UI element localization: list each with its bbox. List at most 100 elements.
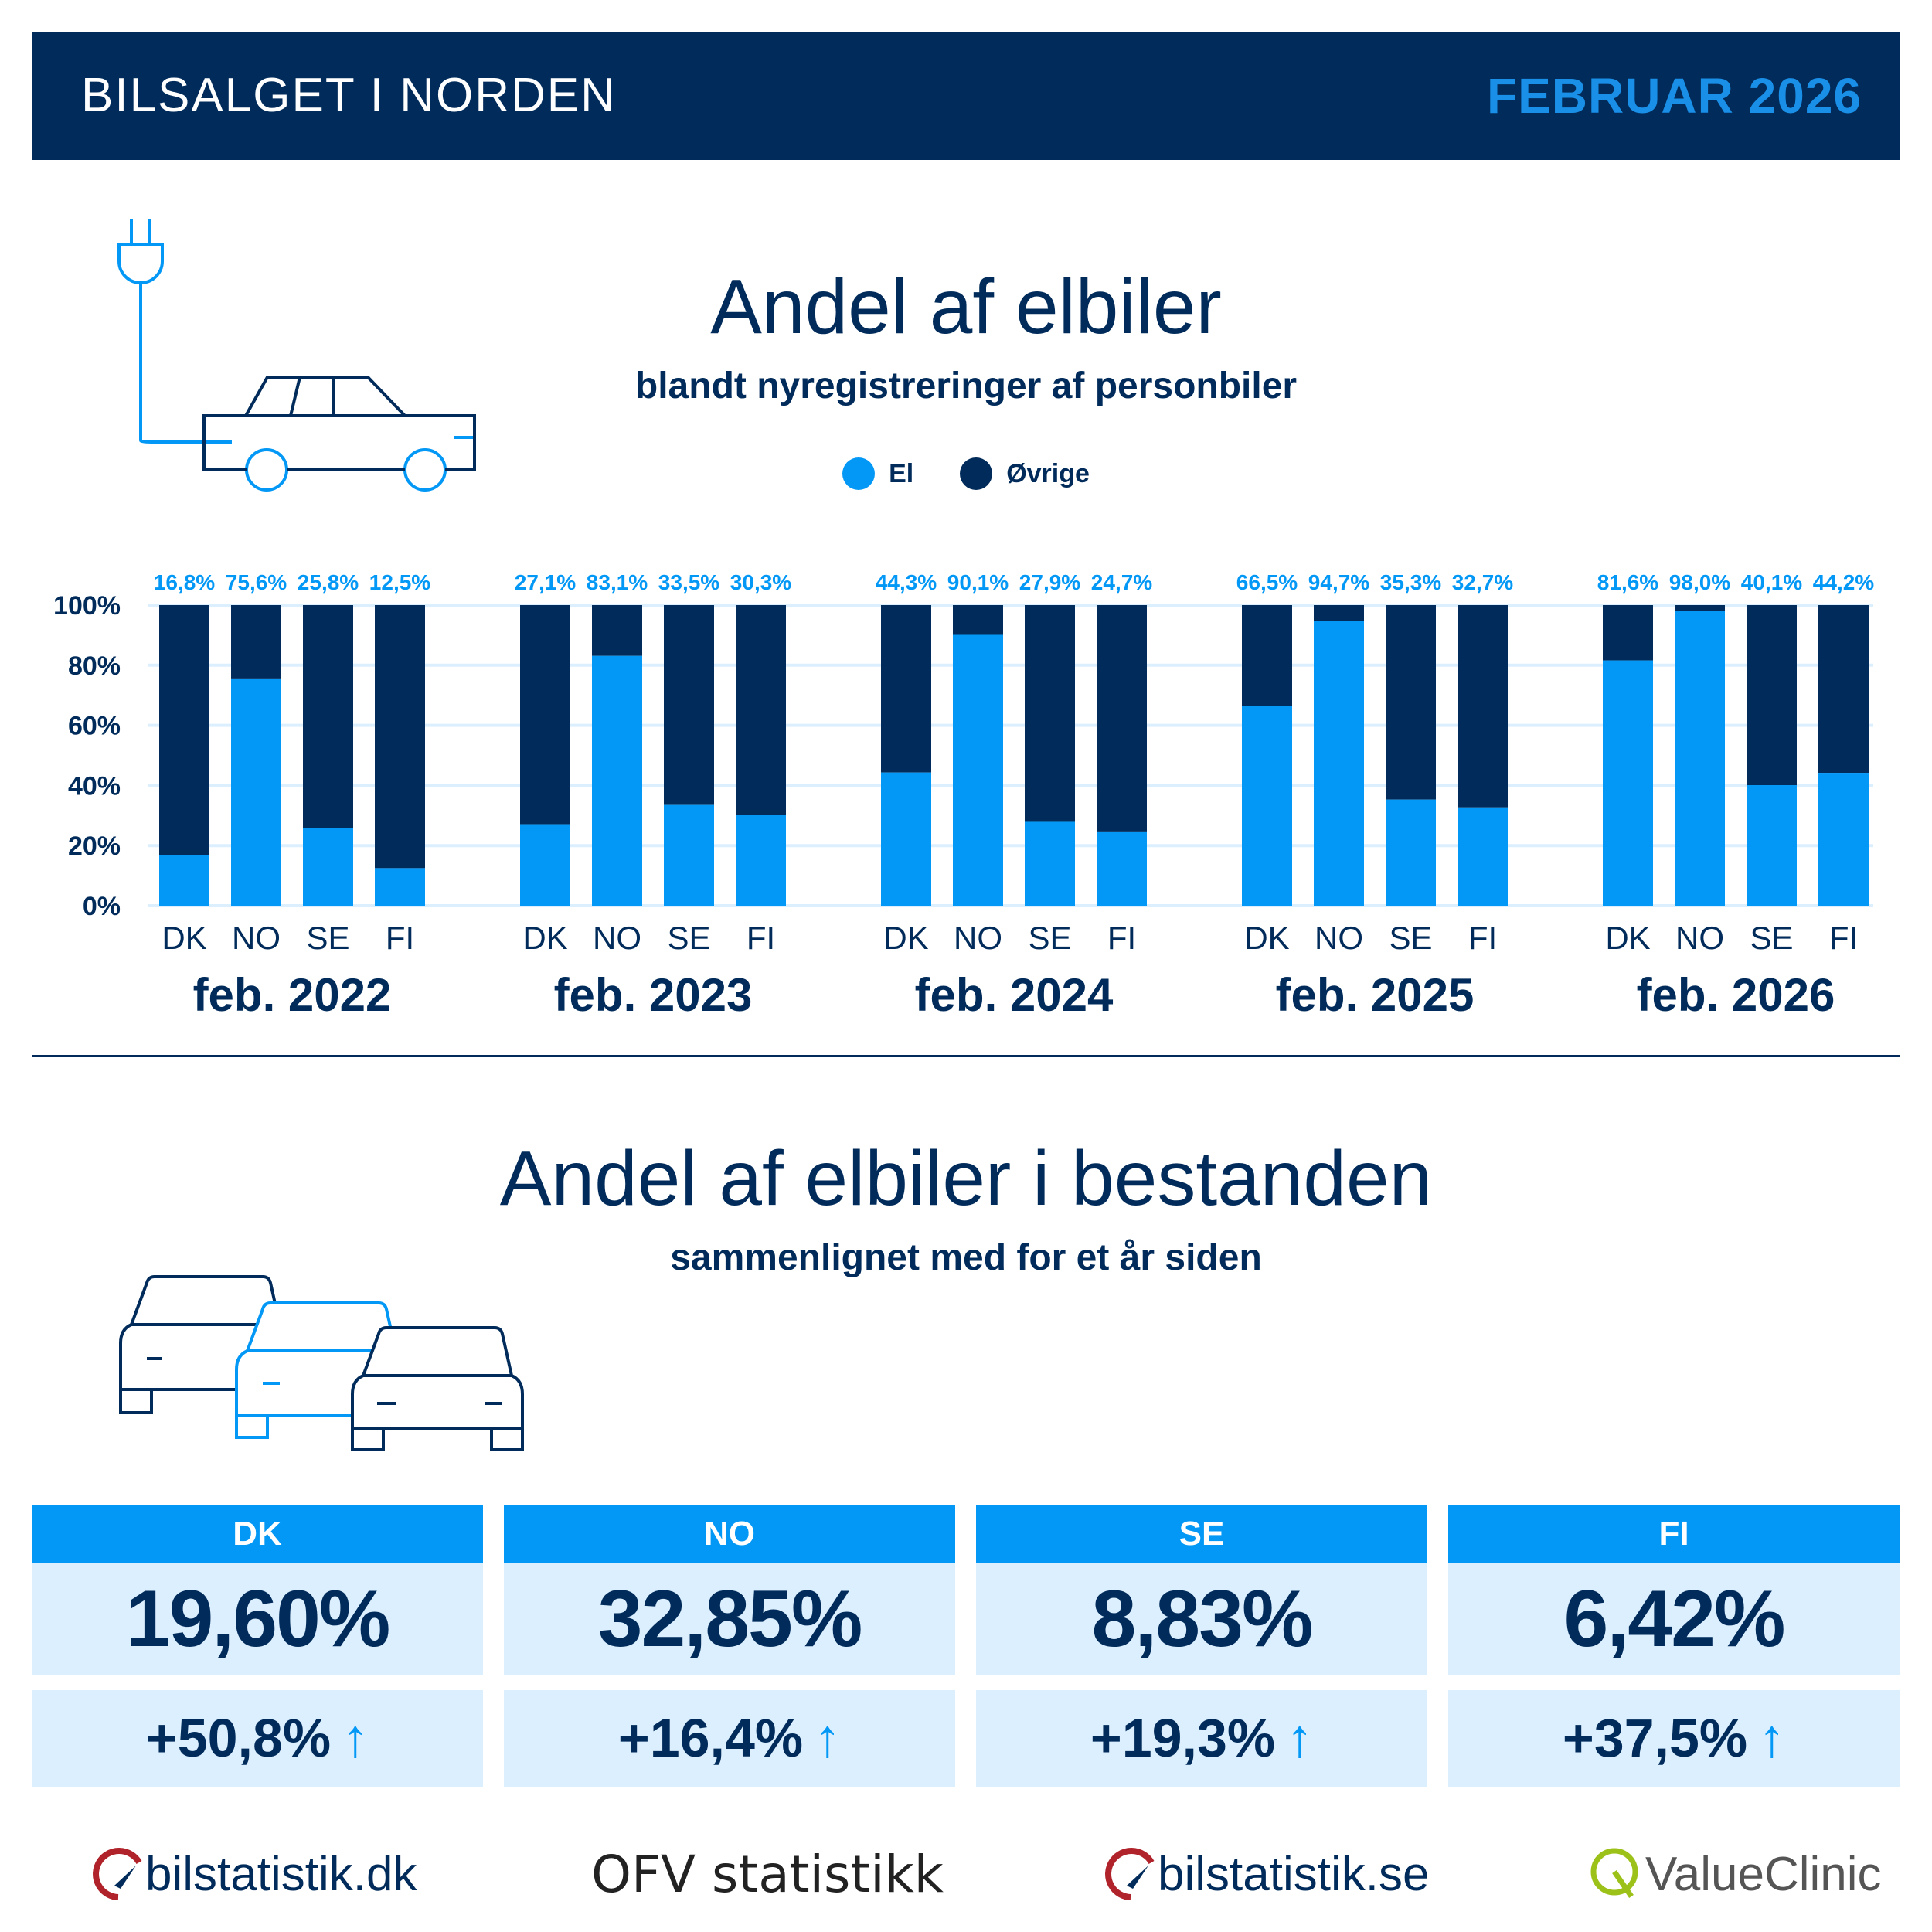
data-label: 27,1% [515,570,576,594]
card-dk: DK 19,60% +50,8% ↑ [32,1505,483,1787]
data-label: 40,1% [1741,570,1802,594]
data-label: 98,0% [1669,570,1730,594]
bar-ovrige [1458,605,1508,808]
header-banner: BILSALGET I NORDEN FEBRUAR 2026 [32,32,1900,160]
bar-el [1314,621,1364,906]
country-label: SE [306,920,349,956]
data-label: 44,3% [876,570,937,594]
country-label: NO [1675,920,1724,956]
legend-el-label: El [889,458,914,488]
chart-subtitle: blandt nyregistreringer af personbiler [634,366,1298,406]
bar-el [1603,660,1653,906]
logo-text: bilstatistik.dk [145,1847,417,1901]
y-tick-label: 20% [68,832,121,861]
data-label: 35,3% [1380,570,1441,594]
bar-el [1097,831,1147,906]
legend-ovrige: Øvrige [960,457,1090,490]
bar-ovrige [1025,605,1075,822]
bar-el [1386,799,1436,906]
logo-bilstatistik-dk: bilstatistik.dk [91,1843,417,1905]
bar-ovrige [1675,605,1725,611]
bar-el [1025,821,1075,906]
legend-ovrige-swatch [960,457,993,490]
bar-el [592,655,642,906]
logo-text: bilstatistik.se [1158,1847,1430,1901]
data-label: 30,3% [730,570,791,594]
data-label: 12,5% [369,570,430,594]
bar-el [953,634,1003,906]
bar-ovrige [1097,605,1147,832]
country-label: NO [954,920,1002,956]
bar-ovrige [159,605,209,855]
card-country: SE [976,1505,1427,1563]
data-label: 81,6% [1597,570,1658,594]
country-label: NO [593,920,641,956]
country-label: DK [522,920,567,956]
bar-ovrige [231,605,281,679]
card-change: +16,4% ↑ [504,1690,955,1787]
arrow-up-icon: ↑ [814,1708,842,1768]
chart-title: Andel af elbiler [710,264,1222,350]
bar-el [520,824,570,906]
bar-ovrige [303,605,353,828]
logo-valueclinic: ValueClinic [1588,1843,1882,1905]
country-label: FI [1468,920,1497,956]
card-country: DK [32,1505,483,1563]
country-label: NO [1315,920,1363,956]
country-label: SE [1028,920,1071,956]
country-label: DK [1605,920,1650,956]
y-tick-label: 60% [68,712,121,741]
logo-text: ValueClinic [1645,1847,1882,1901]
gauge-logo-icon [93,1848,142,1900]
bar-el [1458,807,1508,906]
gauge-logo-icon [1105,1848,1155,1900]
bar-el [303,828,353,906]
bar-ovrige [592,605,642,656]
data-label: 27,9% [1019,570,1080,594]
country-label: FI [386,920,414,956]
bar-ovrige [881,605,931,773]
cars-icon [119,1275,524,1451]
card-se: SE 8,83% +19,3% ↑ [976,1505,1427,1787]
logo-bilstatistik-se: bilstatistik.se [1104,1843,1429,1905]
logo-ofv-statistikk: OFV statistikk [591,1843,944,1905]
country-label: SE [667,920,710,956]
country-label: FI [747,920,775,956]
bar-el [736,815,786,906]
bar-el [1818,773,1869,906]
card-change: +19,3% ↑ [976,1690,1427,1787]
stacked-bar-chart: 0% 20% 40% 60% 80% 100% 16,8% DK 75,6% NO 25,8% SE 1… [53,570,1874,1021]
bar-el [881,772,931,906]
y-tick-label: 0% [83,892,121,921]
section2-title: Andel af elbiler i bestanden [499,1135,1433,1222]
bar-ovrige [1603,605,1653,661]
bar-el [159,855,209,906]
country-label: DK [883,920,928,956]
card-value: 32,85% [504,1563,955,1675]
country-label: FI [1829,920,1858,956]
card-country: NO [504,1505,955,1563]
bar-el [1747,785,1797,906]
bar-el [1675,611,1725,906]
group-label: feb. 2022 [193,969,392,1021]
data-label: 32,7% [1452,570,1513,594]
logo-text: OFV statistikk [591,1844,944,1904]
bar-ovrige [1818,605,1869,774]
card-fi: FI 6,42% +37,5% ↑ [1448,1505,1900,1787]
section2-subtitle: sammenlignet med for et år siden [670,1237,1262,1278]
bar-ovrige [375,605,425,869]
card-no: NO 32,85% +16,4% ↑ [504,1505,955,1787]
header-date: FEBRUAR 2026 [1486,68,1862,124]
legend: El Øvrige [0,457,1932,490]
group-label: feb. 2023 [554,969,753,1021]
card-value: 8,83% [976,1563,1427,1675]
change-value: +19,3% [1090,1708,1276,1768]
change-value: +50,8% [145,1708,332,1768]
group-label: feb. 2024 [915,969,1114,1021]
data-label: 16,8% [154,570,215,594]
data-label: 94,7% [1308,570,1369,594]
bar-el [231,678,281,906]
section-divider [32,1055,1900,1057]
country-label: FI [1107,920,1136,956]
bar-el [664,804,714,906]
